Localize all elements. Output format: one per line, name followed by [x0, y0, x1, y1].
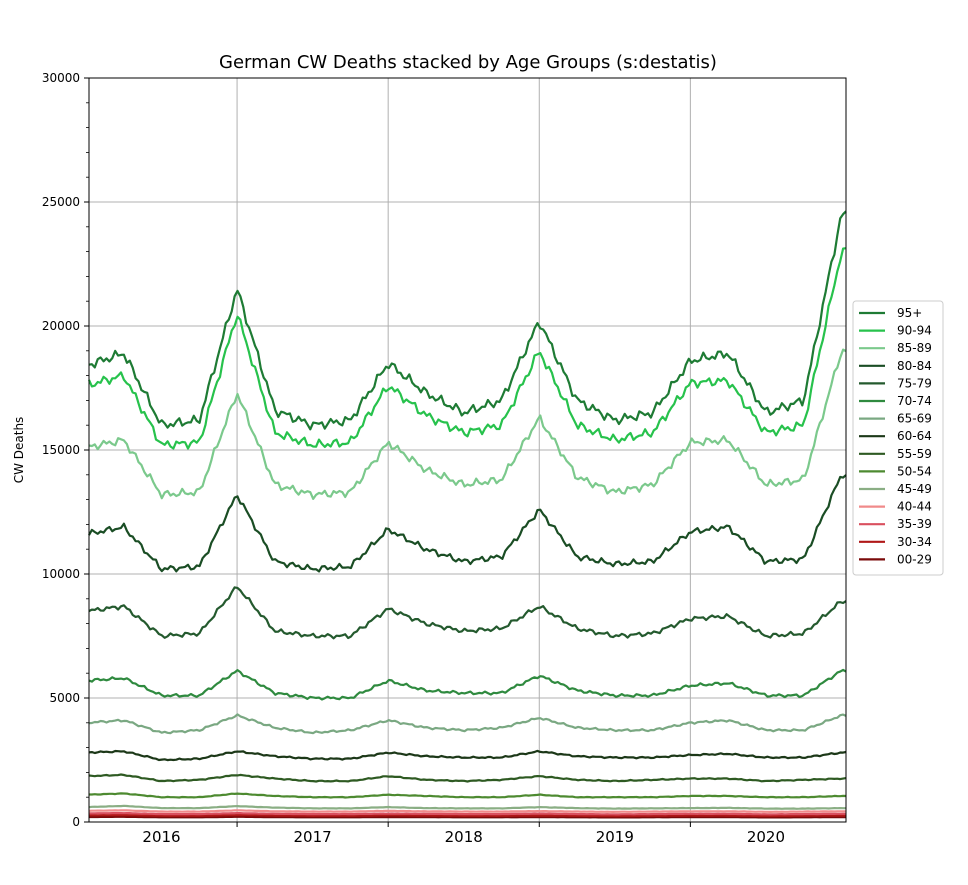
legend-label: 30-34: [897, 535, 932, 549]
series-line-75-79: [88, 586, 847, 640]
series-line-80-84: [88, 474, 847, 573]
series-line-70-74: [88, 668, 847, 701]
y-tick-label: 25000: [42, 195, 80, 209]
series-line-50-54: [89, 792, 847, 799]
legend-label: 95+: [897, 306, 922, 320]
series-line-95+: [88, 210, 847, 431]
series-line-90-94: [87, 247, 847, 450]
legend-label: 60-64: [897, 429, 932, 443]
series-line-45-49: [88, 804, 846, 810]
series-line-65-69: [88, 713, 847, 735]
y-tick-label: 30000: [42, 71, 80, 85]
series-line-35-39: [88, 812, 846, 816]
legend-label: 70-74: [897, 394, 932, 408]
legend-label: 35-39: [897, 517, 932, 531]
y-tick-label: 20000: [42, 319, 80, 333]
legend: 95+ 90-94 85-89 80-84 75-79 70-74 65-69 60-64 55…: [852, 300, 944, 576]
legend-label: 55-59: [897, 447, 932, 461]
y-tick-label: 15000: [42, 443, 80, 457]
series-line-55-59: [88, 773, 847, 783]
legend-label: 65-69: [897, 412, 932, 426]
series-lines: [87, 210, 847, 819]
x-tick-label: 2020: [747, 828, 785, 846]
legend-label: 90-94: [897, 324, 932, 338]
series-line-85-89: [88, 348, 847, 500]
y-tick-label: 5000: [49, 691, 80, 705]
x-tick-label: 2016: [142, 828, 180, 846]
x-tick-label: 2017: [294, 828, 332, 846]
legend-label: 45-49: [897, 482, 932, 496]
y-tick-label: 10000: [42, 567, 80, 581]
legend-label: 80-84: [897, 359, 932, 373]
x-axis-ticks: 2016 2017 2018 2019 2020: [142, 822, 785, 846]
y-axis-ticks: 0 5000 10000 15000 20000 25000 30000: [42, 71, 89, 829]
legend-label: 40-44: [897, 500, 932, 514]
legend-label: 00-29: [897, 552, 932, 566]
legend-label: 75-79: [897, 376, 932, 390]
y-axis-label: CW Deaths: [12, 417, 26, 484]
chart-title: German CW Deaths stacked by Age Groups (…: [219, 52, 717, 73]
series-line-00-29: [89, 815, 847, 819]
y-tick-label: 0: [72, 815, 80, 829]
series-line-60-64: [88, 749, 847, 762]
x-tick-label: 2018: [445, 828, 483, 846]
legend-label: 50-54: [897, 464, 932, 478]
series-line-30-34: [89, 813, 847, 818]
legend-label: 85-89: [897, 341, 932, 355]
series-line-40-44: [88, 809, 847, 813]
grid-lines: [89, 78, 846, 822]
x-tick-label: 2019: [596, 828, 634, 846]
